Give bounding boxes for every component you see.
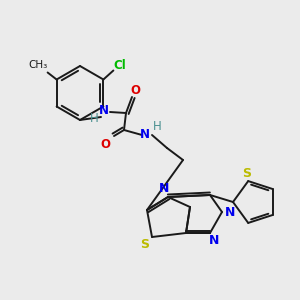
Text: N: N [99, 104, 109, 118]
Text: N: N [140, 128, 150, 140]
Text: N: N [209, 233, 219, 247]
Text: O: O [130, 83, 140, 97]
Text: N: N [159, 182, 169, 196]
Text: CH₃: CH₃ [28, 61, 47, 70]
Text: S: S [140, 238, 149, 250]
Text: H: H [153, 121, 161, 134]
Text: O: O [100, 139, 110, 152]
Text: H: H [90, 112, 98, 125]
Text: N: N [225, 206, 235, 218]
Text: S: S [242, 167, 251, 180]
Text: Cl: Cl [113, 59, 126, 72]
